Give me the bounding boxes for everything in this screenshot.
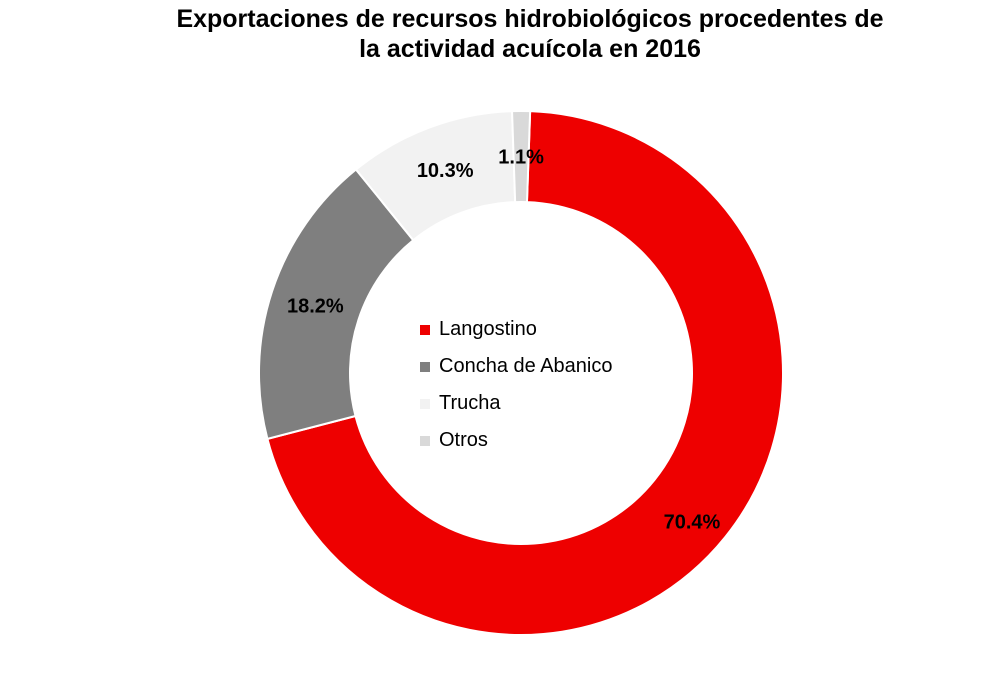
legend-label: Langostino — [439, 318, 537, 340]
slice-otros — [511, 110, 532, 204]
legend: Langostino Concha de Abanico Trucha Otro… — [420, 311, 612, 459]
slice-langostino — [266, 110, 784, 636]
legend-label: Otros — [439, 429, 488, 451]
legend-item-concha-de-abanico: Concha de Abanico — [420, 348, 612, 385]
data-label-langostino: 70.4% — [664, 512, 721, 534]
donut-slices — [258, 110, 784, 636]
legend-item-trucha: Trucha — [420, 385, 612, 422]
chart-title-line-1: Exportaciones de recursos hidrobiológico… — [176, 5, 884, 33]
legend-swatch — [420, 435, 430, 446]
chart-title-line-2: la actividad acuícola en 2016 — [359, 35, 701, 63]
data-labels: 70.4% 18.2% 10.3% 1.1% — [287, 147, 721, 534]
legend-label: Concha de Abanico — [439, 355, 613, 377]
legend-swatch — [420, 398, 430, 409]
legend-swatch — [420, 361, 430, 372]
legend-label: Trucha — [439, 392, 501, 414]
data-label-trucha: 10.3% — [417, 160, 474, 182]
legend-item-langostino: Langostino — [420, 311, 612, 348]
legend-item-otros: Otros — [420, 422, 612, 459]
slice-concha-de-abanico — [258, 168, 415, 441]
legend-swatch — [420, 324, 430, 335]
data-label-otros: 1.1% — [498, 147, 544, 169]
chart-title: Exportaciones de recursos hidrobiológico… — [0, 4, 1000, 64]
data-label-concha-de-abanico: 18.2% — [287, 295, 344, 317]
